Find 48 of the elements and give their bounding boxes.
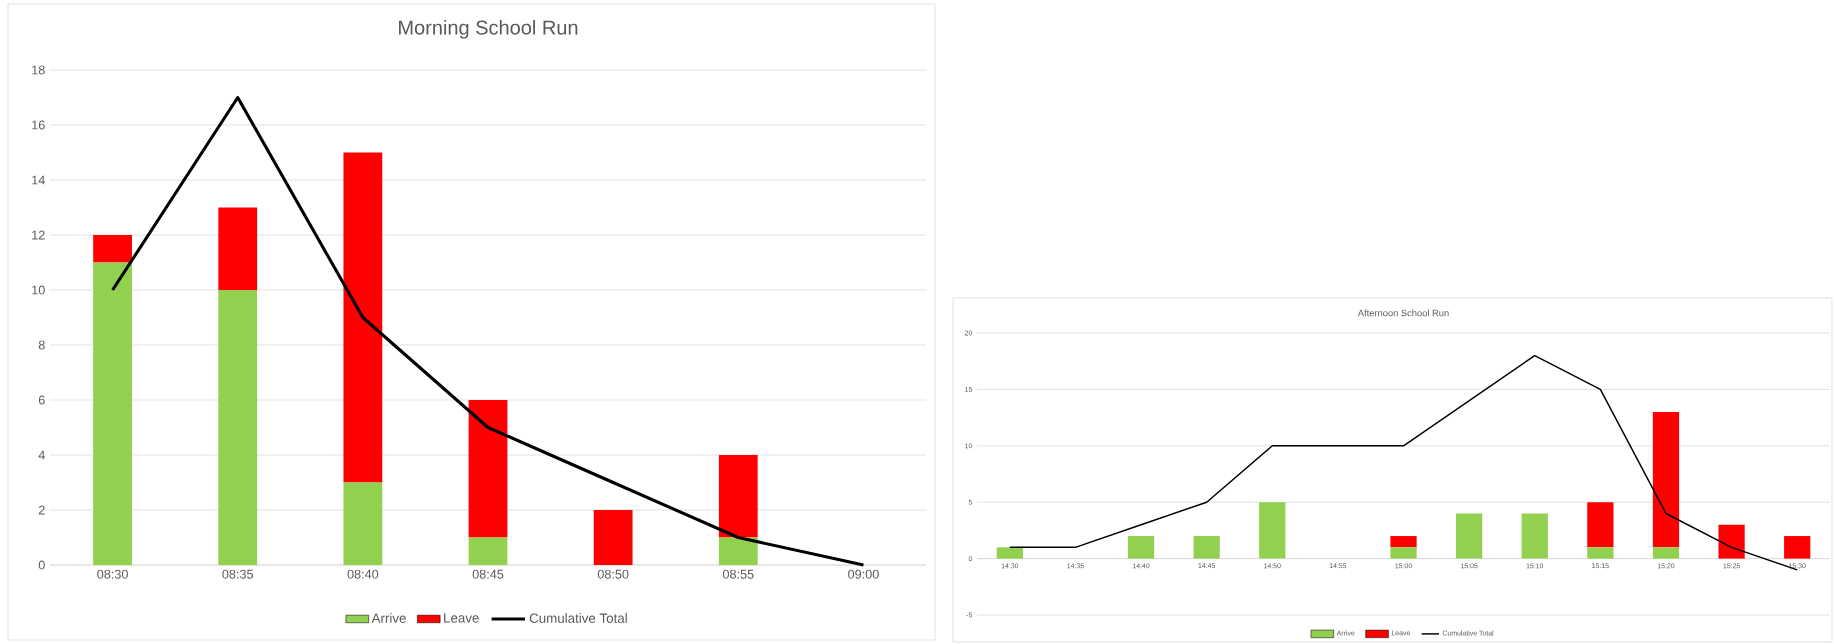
bar <box>1259 502 1286 559</box>
x-tick-label: 08:30 <box>97 569 128 579</box>
x-tick-label: 08:40 <box>347 569 379 579</box>
y-tick-label: 16 <box>32 120 45 130</box>
bar <box>1193 536 1220 559</box>
bar <box>343 482 383 565</box>
bar <box>1652 411 1680 548</box>
legend-label: Leave <box>444 613 479 623</box>
bar <box>1784 536 1811 559</box>
bar <box>468 400 508 538</box>
bar <box>1652 547 1680 559</box>
y-tick-label: 12 <box>32 230 45 240</box>
x-tick-label: 08:50 <box>597 569 629 579</box>
y-tick-label: 4 <box>38 450 45 460</box>
y-tick-label: 18 <box>32 65 45 75</box>
x-tick-label: 08:35 <box>222 569 254 579</box>
bar <box>468 537 508 565</box>
bar <box>1390 536 1417 548</box>
bar <box>343 152 383 483</box>
bar <box>593 510 633 565</box>
y-tick-label: 10 <box>32 285 45 295</box>
y-tick-label: 2 <box>38 505 45 515</box>
bar <box>996 547 1023 559</box>
chart-title: Afternoon School Run <box>1357 309 1449 317</box>
bar <box>93 262 132 565</box>
bar <box>1587 502 1614 548</box>
x-tick-label: 08:55 <box>722 569 754 579</box>
legend-label: Cumulative Total <box>529 613 627 623</box>
bar <box>218 207 258 290</box>
chart-title: Morning School Run <box>399 19 578 39</box>
bar <box>1521 513 1548 559</box>
bar <box>718 537 758 565</box>
bar <box>1587 547 1614 559</box>
bar <box>93 235 132 263</box>
y-tick-label: 14 <box>32 175 45 185</box>
legend-label: Arrive <box>371 613 406 623</box>
y-tick-label: 6 <box>38 395 45 405</box>
bar <box>1456 513 1483 559</box>
x-tick-label: 09:00 <box>848 569 879 579</box>
y-tick-label: 8 <box>38 340 45 350</box>
bar <box>1718 524 1745 559</box>
bar <box>1127 536 1155 559</box>
x-tick-label: 08:45 <box>472 569 504 579</box>
bar <box>218 290 258 565</box>
y-tick-label: 0 <box>38 560 45 570</box>
bar <box>718 455 758 538</box>
bar <box>1390 547 1417 559</box>
line-series <box>111 95 865 567</box>
